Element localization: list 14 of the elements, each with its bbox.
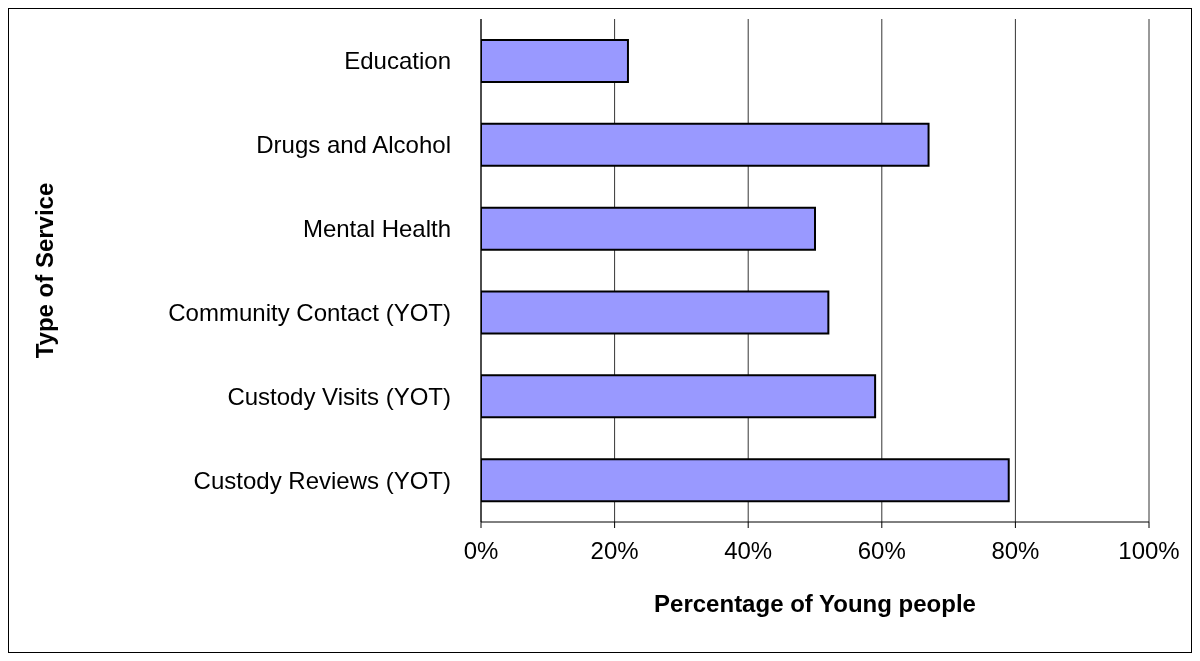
y-tick-label: Custody Reviews (YOT): [193, 466, 451, 494]
y-tick-label: Mental Health: [302, 215, 451, 243]
y-axis-title: Type of Service: [30, 182, 58, 359]
x-tick-label: 60%: [857, 537, 906, 565]
x-tick-label: 80%: [991, 537, 1040, 565]
y-tick-label: Education: [344, 47, 451, 75]
x-tick-label: 20%: [590, 537, 639, 565]
x-axis-title: Percentage of Young people: [654, 590, 976, 617]
y-tick-label: Community Contact (YOT): [168, 298, 451, 326]
x-tick-label: 100%: [1118, 537, 1180, 565]
y-tick-label: Custody Visits (YOT): [227, 382, 451, 410]
x-tick-label: 0%: [463, 537, 499, 565]
x-tick-label: 40%: [724, 537, 773, 565]
y-tick-label: Drugs and Alcohol: [256, 131, 451, 159]
